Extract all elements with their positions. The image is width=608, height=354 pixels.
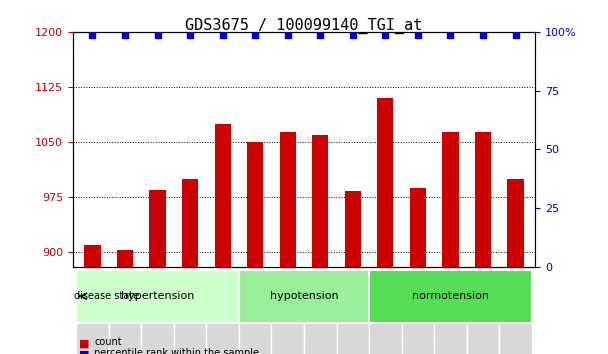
- Text: GSM493553: GSM493553: [511, 268, 520, 323]
- FancyBboxPatch shape: [239, 270, 369, 323]
- Text: ■: ■: [79, 339, 89, 349]
- Text: GSM493553: GSM493553: [511, 268, 520, 323]
- Text: normotension: normotension: [412, 291, 489, 301]
- Text: disease state: disease state: [74, 291, 139, 301]
- Text: GSM493543: GSM493543: [185, 268, 195, 323]
- Bar: [377, 98, 393, 267]
- Text: GSM493540: GSM493540: [88, 268, 97, 323]
- Text: GSM493547: GSM493547: [316, 268, 325, 323]
- Text: percentile rank within the sample: percentile rank within the sample: [94, 348, 259, 354]
- FancyBboxPatch shape: [271, 272, 304, 354]
- Text: GSM493550: GSM493550: [413, 268, 423, 323]
- Bar: [345, 190, 361, 267]
- Text: GSM493544: GSM493544: [218, 268, 227, 323]
- Bar: [410, 188, 426, 267]
- Text: GSM493551: GSM493551: [446, 268, 455, 323]
- Text: ■: ■: [79, 349, 89, 354]
- Text: GSM493544: GSM493544: [218, 268, 227, 323]
- Bar: [182, 179, 198, 267]
- FancyBboxPatch shape: [369, 272, 402, 354]
- Bar: [117, 250, 133, 267]
- Text: GSM493542: GSM493542: [153, 268, 162, 323]
- FancyBboxPatch shape: [109, 272, 141, 354]
- Bar: [442, 132, 458, 267]
- Bar: [247, 142, 263, 267]
- Text: GSM493546: GSM493546: [283, 268, 292, 323]
- FancyBboxPatch shape: [434, 272, 467, 354]
- Text: GSM493549: GSM493549: [381, 268, 390, 323]
- Text: GSM493547: GSM493547: [316, 268, 325, 323]
- Bar: [508, 179, 523, 267]
- Text: GSM493551: GSM493551: [446, 268, 455, 323]
- Text: GSM493548: GSM493548: [348, 268, 358, 323]
- FancyBboxPatch shape: [76, 270, 239, 323]
- Text: GSM493545: GSM493545: [250, 268, 260, 323]
- Text: GSM493542: GSM493542: [153, 268, 162, 323]
- FancyBboxPatch shape: [499, 272, 532, 354]
- Text: GSM493545: GSM493545: [250, 268, 260, 323]
- Text: GSM493549: GSM493549: [381, 268, 390, 323]
- Text: GSM493540: GSM493540: [88, 268, 97, 323]
- Text: hypotension: hypotension: [270, 291, 338, 301]
- Bar: [280, 132, 296, 267]
- Text: GSM493543: GSM493543: [185, 268, 195, 323]
- FancyBboxPatch shape: [467, 272, 499, 354]
- Text: GSM493541: GSM493541: [120, 268, 130, 323]
- FancyBboxPatch shape: [206, 272, 239, 354]
- Bar: [150, 190, 166, 267]
- FancyBboxPatch shape: [174, 272, 206, 354]
- FancyBboxPatch shape: [239, 272, 271, 354]
- Bar: [215, 124, 231, 267]
- Text: hypertension: hypertension: [121, 291, 194, 301]
- FancyBboxPatch shape: [402, 272, 434, 354]
- Bar: [475, 132, 491, 267]
- Text: GSM493550: GSM493550: [413, 268, 423, 323]
- Text: GDS3675 / 100099140_TGI_at: GDS3675 / 100099140_TGI_at: [185, 18, 423, 34]
- Text: GSM493552: GSM493552: [478, 268, 488, 323]
- Text: GSM493546: GSM493546: [283, 268, 292, 323]
- FancyBboxPatch shape: [337, 272, 369, 354]
- FancyBboxPatch shape: [141, 272, 174, 354]
- Bar: [312, 135, 328, 267]
- FancyBboxPatch shape: [369, 270, 532, 323]
- FancyBboxPatch shape: [76, 272, 109, 354]
- Text: GSM493552: GSM493552: [478, 268, 488, 323]
- Text: GSM493541: GSM493541: [120, 268, 130, 323]
- FancyBboxPatch shape: [304, 272, 337, 354]
- Text: count: count: [94, 337, 122, 347]
- Text: GSM493548: GSM493548: [348, 268, 358, 323]
- Bar: [85, 245, 100, 267]
